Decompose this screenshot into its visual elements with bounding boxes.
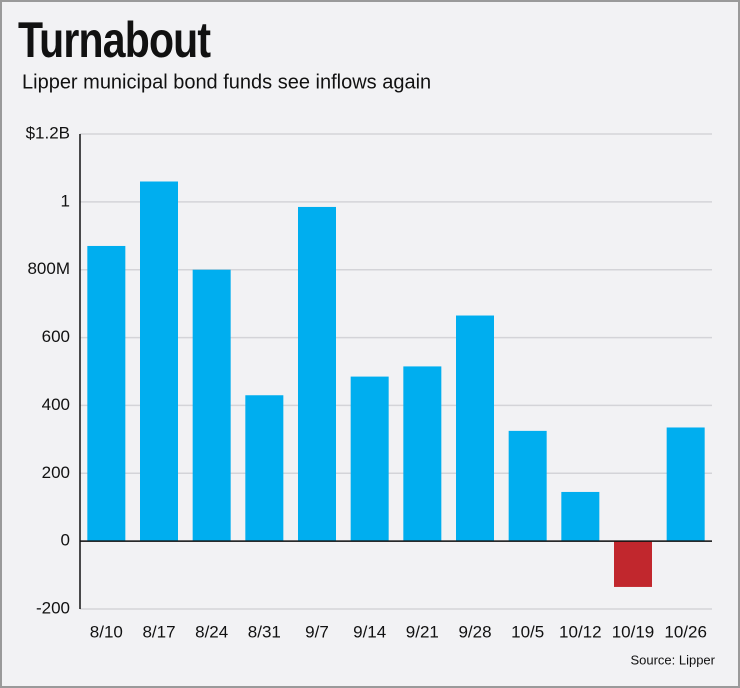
bar xyxy=(561,491,600,542)
x-tick-label: 8/10 xyxy=(90,622,123,641)
y-tick-label: 800M xyxy=(27,259,70,278)
y-tick-label: 1 xyxy=(61,191,70,210)
bar xyxy=(666,427,705,542)
x-tick-label: 10/26 xyxy=(664,622,707,641)
x-tick-label: 8/17 xyxy=(142,622,175,641)
y-tick-label: 400 xyxy=(42,395,70,414)
chart-title: Turnabout xyxy=(18,12,211,68)
bar xyxy=(298,206,336,542)
x-tick-label: 9/14 xyxy=(353,622,386,641)
y-tick-label: 600 xyxy=(42,327,70,346)
bar xyxy=(245,395,284,542)
y-tick-label: $1.2B xyxy=(26,123,70,142)
bar xyxy=(614,541,652,587)
x-tick-label: 10/19 xyxy=(612,622,655,641)
bar xyxy=(140,181,178,542)
chart-subtitle: Lipper municipal bond funds see inflows … xyxy=(22,71,431,93)
source-note: Source: Lipper xyxy=(630,652,715,667)
bar xyxy=(456,315,494,542)
x-tick-label: 8/31 xyxy=(248,622,281,641)
bar xyxy=(87,245,126,542)
bar xyxy=(403,366,442,542)
x-tick-label: 10/12 xyxy=(559,622,602,641)
x-tick-label: 10/5 xyxy=(511,622,544,641)
x-tick-label: 9/7 xyxy=(305,622,329,641)
bar xyxy=(192,269,231,542)
bar xyxy=(350,376,389,542)
y-tick-label: 200 xyxy=(42,463,70,482)
x-tick-label: 9/21 xyxy=(406,622,439,641)
x-tick-label: 9/28 xyxy=(458,622,491,641)
bar xyxy=(508,430,547,542)
y-tick-label: -200 xyxy=(36,598,70,617)
y-tick-label: 0 xyxy=(61,531,70,550)
x-tick-label: 8/24 xyxy=(195,622,228,641)
